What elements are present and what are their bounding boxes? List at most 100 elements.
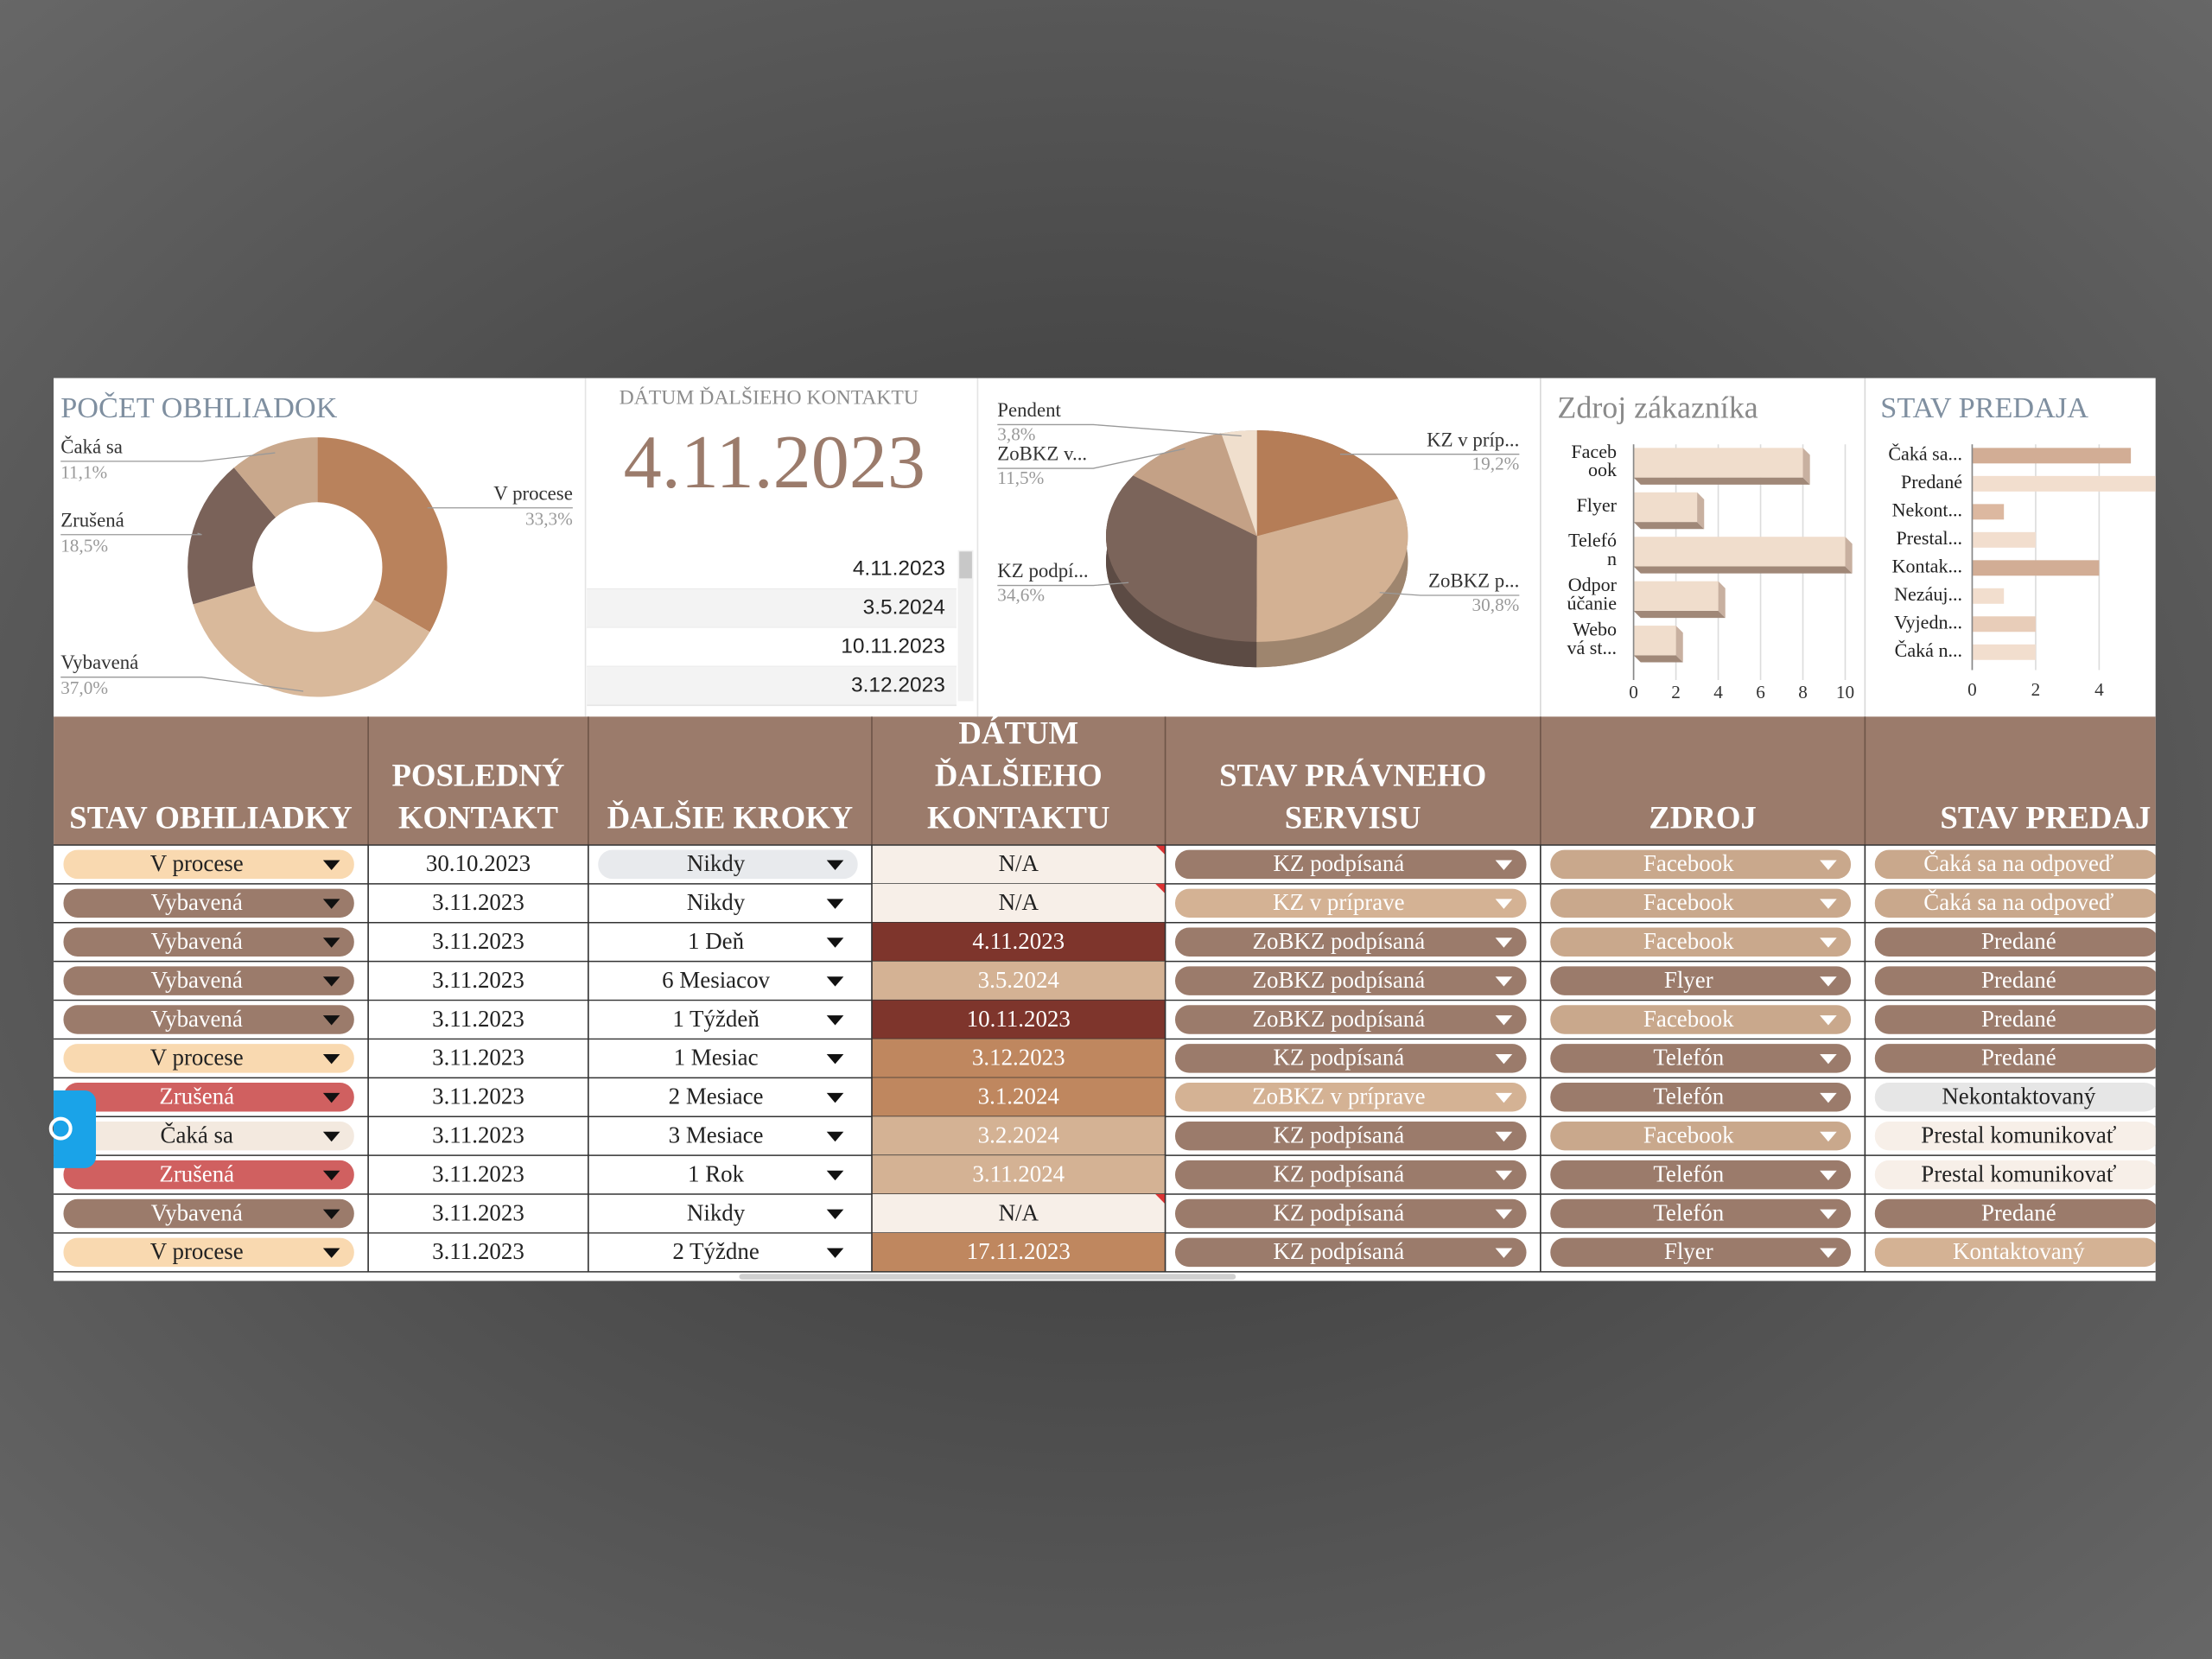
date-cell bbox=[871, 1232, 1166, 1272]
cell-text: Vybavená bbox=[151, 928, 243, 954]
cell-text: KZ podpísaná bbox=[1273, 1122, 1404, 1148]
dropdown-chip[interactable] bbox=[1874, 966, 2158, 995]
dropdown-chip[interactable] bbox=[1175, 888, 1527, 918]
bar-depth bbox=[1633, 655, 1683, 663]
bar bbox=[1633, 537, 1846, 567]
pie-slice bbox=[1256, 498, 1408, 642]
dropdown-chip[interactable] bbox=[63, 888, 354, 918]
dropdown-chip[interactable] bbox=[63, 1083, 354, 1112]
dropdown-chip[interactable] bbox=[1550, 1005, 1852, 1034]
dropdown-chip[interactable] bbox=[1550, 927, 1852, 957]
cell-text: Facebook bbox=[1643, 889, 1734, 915]
dropdown-chip[interactable] bbox=[63, 1005, 354, 1034]
donut-slice bbox=[188, 467, 276, 605]
dropdown-arrow bbox=[1495, 1170, 1513, 1181]
side-widget[interactable] bbox=[54, 1090, 97, 1168]
y-tick-label: Webo vá st... bbox=[1567, 619, 1617, 658]
dropdown-chip[interactable] bbox=[1874, 1083, 2158, 1112]
dropdown-arrow bbox=[1495, 1054, 1513, 1065]
dropdown-arrow bbox=[1495, 1248, 1513, 1258]
pie-label: KZ podpí... bbox=[997, 560, 1088, 582]
dropdown-chip[interactable] bbox=[1550, 966, 1852, 995]
date-cell bbox=[871, 961, 1166, 1001]
dropdown-chip[interactable] bbox=[63, 927, 354, 957]
dropdown-chip[interactable] bbox=[1550, 849, 1852, 880]
dropdown-chip[interactable] bbox=[1175, 849, 1527, 880]
dropdown-chip[interactable] bbox=[63, 1121, 354, 1151]
donut-slice bbox=[193, 585, 430, 697]
cell-text: Vybavená bbox=[151, 1199, 243, 1225]
y-tick-label: Nekont... bbox=[1892, 499, 1962, 520]
dropdown-chip[interactable] bbox=[1175, 927, 1527, 957]
dropdown-chip[interactable] bbox=[1874, 1160, 2158, 1190]
cell-text: KZ podpísaná bbox=[1273, 850, 1404, 876]
cell-text: KZ podpísaná bbox=[1273, 1199, 1404, 1225]
dropdown-chip[interactable] bbox=[1550, 1083, 1852, 1112]
dropdown-arrow bbox=[322, 976, 340, 987]
dropdown-chip[interactable] bbox=[1874, 888, 2158, 918]
cell-text: KZ podpísaná bbox=[1273, 1238, 1404, 1264]
pie-slice bbox=[1221, 429, 1257, 537]
cell-text: V procese bbox=[150, 1045, 244, 1071]
y-tick-label-line: účanie bbox=[1567, 592, 1618, 613]
dropdown-chip[interactable] bbox=[1175, 1005, 1527, 1034]
dropdown-chip[interactable] bbox=[1874, 1198, 2158, 1229]
y-tick-label-line: ook bbox=[1588, 459, 1618, 480]
dropdown-chip[interactable] bbox=[1874, 849, 2158, 880]
cell-text: 3.11.2023 bbox=[432, 1122, 524, 1148]
donut-value-label: 18,5% bbox=[60, 535, 108, 556]
bar bbox=[1972, 560, 2100, 576]
dropdown-chip[interactable] bbox=[1175, 1121, 1527, 1151]
dropdown-chip[interactable] bbox=[1550, 1044, 1852, 1073]
donut-slice bbox=[233, 437, 318, 518]
dropdown-chip[interactable] bbox=[1175, 1044, 1527, 1073]
dropdown-chip[interactable] bbox=[1874, 1005, 2158, 1034]
scrollbar-track bbox=[957, 550, 974, 702]
dropdown-chip[interactable] bbox=[63, 1237, 354, 1268]
cell-text: V procese bbox=[150, 850, 244, 876]
cell-text: Čaká sa bbox=[161, 1122, 234, 1148]
cell-text: Zrušená bbox=[159, 1084, 234, 1109]
dropdown-arrow bbox=[322, 1092, 340, 1103]
dropdown-arrow bbox=[1820, 860, 1837, 870]
cell-text: Čaká sa na odpoveď bbox=[1923, 889, 2113, 915]
dropdown-chip[interactable] bbox=[1550, 1237, 1852, 1268]
dropdown-chip[interactable] bbox=[1874, 1044, 2158, 1073]
dropdown-chip[interactable] bbox=[1175, 966, 1527, 995]
dropdown-chip[interactable] bbox=[1175, 1198, 1527, 1229]
dropdown-chip[interactable] bbox=[63, 849, 354, 880]
list-row bbox=[587, 627, 957, 667]
dropdown-arrow bbox=[1820, 976, 1837, 987]
panel-title: DÁTUM ĎALŠIEHO KONTAKTU bbox=[620, 385, 918, 409]
big-date: 4.11.2023 bbox=[624, 420, 925, 505]
dropdown-chip[interactable] bbox=[1550, 1198, 1852, 1229]
dropdown-chip[interactable] bbox=[1874, 927, 2158, 957]
dropdown-chip[interactable] bbox=[63, 1044, 354, 1073]
pie-slice bbox=[1106, 475, 1257, 642]
bar bbox=[1972, 504, 2005, 520]
scrollbar-thumb[interactable] bbox=[959, 551, 972, 579]
dropdown-chip[interactable] bbox=[1550, 888, 1852, 918]
dropdown-chip[interactable] bbox=[1175, 1160, 1527, 1190]
cell-text: Facebook bbox=[1643, 1006, 1734, 1032]
bar bbox=[1972, 588, 2005, 604]
dropdown-chip[interactable] bbox=[63, 966, 354, 995]
pie-slice bbox=[1256, 429, 1398, 537]
dropdown-chip[interactable] bbox=[63, 1160, 354, 1190]
dropdown-chip[interactable] bbox=[1175, 1237, 1527, 1268]
dropdown-chip[interactable] bbox=[1874, 1237, 2158, 1268]
dropdown-chip[interactable] bbox=[63, 1198, 354, 1229]
dropdown-chip[interactable] bbox=[1175, 1083, 1527, 1112]
dropdown-chip[interactable] bbox=[1550, 1160, 1852, 1190]
h-scrollbar[interactable] bbox=[739, 1274, 1236, 1280]
bar-depth bbox=[1633, 522, 1705, 530]
column-header: POSLEDNÝ bbox=[391, 758, 564, 793]
dropdown-chip[interactable] bbox=[1874, 1121, 2158, 1151]
list-row bbox=[587, 666, 957, 706]
dropdown-arrow bbox=[826, 860, 844, 870]
dropdown-arrow bbox=[322, 1054, 340, 1065]
dropdown-arrow bbox=[1820, 899, 1837, 909]
dropdown-arrow bbox=[1820, 1092, 1837, 1103]
dropdown-chip[interactable] bbox=[598, 849, 858, 880]
dropdown-chip[interactable] bbox=[1550, 1121, 1852, 1151]
